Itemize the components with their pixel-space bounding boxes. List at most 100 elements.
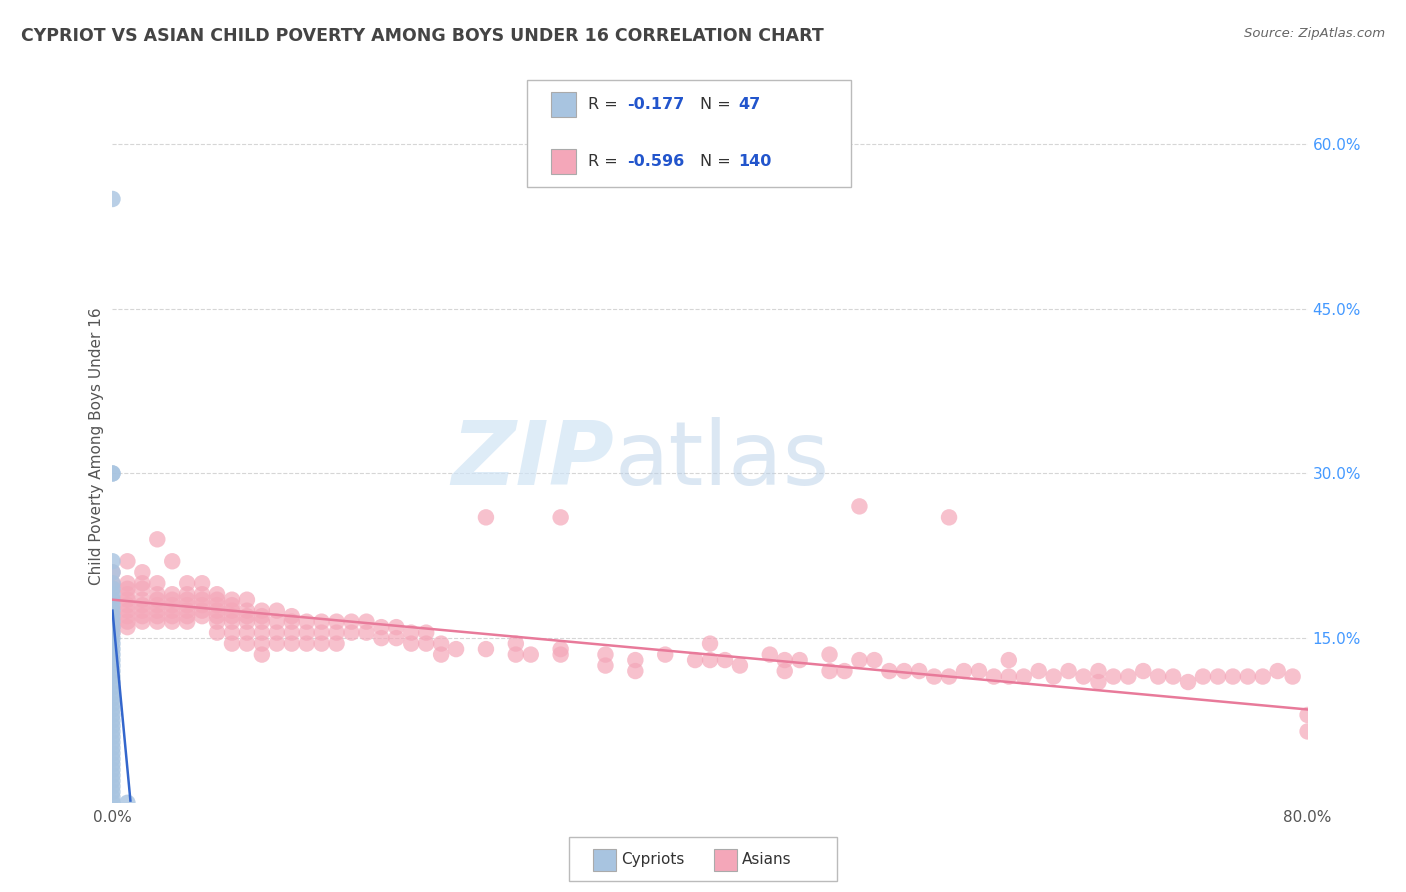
- Text: Source: ZipAtlas.com: Source: ZipAtlas.com: [1244, 27, 1385, 40]
- Point: [221, 609, 243, 624]
- Point: [520, 648, 543, 662]
- Point: [624, 653, 647, 667]
- Point: [101, 724, 124, 739]
- Point: [505, 637, 527, 651]
- Point: [101, 664, 124, 678]
- Point: [131, 609, 153, 624]
- Point: [370, 620, 392, 634]
- Point: [205, 592, 228, 607]
- Point: [101, 598, 124, 612]
- Point: [162, 598, 183, 612]
- Point: [295, 615, 318, 629]
- Point: [146, 615, 169, 629]
- Point: [266, 637, 288, 651]
- Point: [101, 669, 124, 683]
- Point: [101, 708, 124, 723]
- Point: [117, 796, 139, 810]
- Point: [250, 609, 273, 624]
- Point: [236, 625, 259, 640]
- Point: [101, 675, 124, 690]
- Point: [938, 669, 960, 683]
- Point: [401, 625, 423, 640]
- Point: [1237, 669, 1260, 683]
- Point: [117, 576, 139, 591]
- Point: [1087, 664, 1109, 678]
- Point: [101, 592, 124, 607]
- Text: N =: N =: [700, 97, 737, 112]
- Point: [311, 637, 333, 651]
- Point: [101, 576, 124, 591]
- Point: [683, 653, 706, 667]
- Point: [101, 631, 124, 645]
- Point: [699, 653, 721, 667]
- Point: [101, 582, 124, 596]
- Point: [101, 192, 124, 206]
- Text: 47: 47: [738, 97, 761, 112]
- Point: [117, 598, 139, 612]
- Point: [101, 467, 124, 481]
- Point: [281, 615, 304, 629]
- Point: [475, 642, 498, 657]
- Point: [101, 773, 124, 788]
- Text: -0.177: -0.177: [627, 97, 685, 112]
- Point: [101, 796, 124, 810]
- Text: Asians: Asians: [742, 853, 792, 867]
- Point: [101, 790, 124, 805]
- Point: [938, 510, 960, 524]
- Point: [475, 510, 498, 524]
- Point: [131, 592, 153, 607]
- Point: [893, 664, 915, 678]
- Point: [131, 582, 153, 596]
- Point: [205, 598, 228, 612]
- Point: [1012, 669, 1035, 683]
- Point: [1147, 669, 1170, 683]
- Point: [101, 730, 124, 744]
- Y-axis label: Child Poverty Among Boys Under 16: Child Poverty Among Boys Under 16: [89, 307, 104, 585]
- Point: [550, 510, 572, 524]
- Point: [101, 587, 124, 601]
- Point: [101, 625, 124, 640]
- Point: [967, 664, 990, 678]
- Point: [1028, 664, 1050, 678]
- Point: [1102, 669, 1125, 683]
- Point: [101, 763, 124, 777]
- Text: 140: 140: [738, 154, 772, 169]
- Point: [295, 637, 318, 651]
- Point: [728, 658, 751, 673]
- Point: [101, 625, 124, 640]
- Point: [1281, 669, 1303, 683]
- Point: [101, 702, 124, 716]
- Point: [101, 785, 124, 799]
- Point: [624, 664, 647, 678]
- Point: [415, 625, 437, 640]
- Point: [117, 554, 139, 568]
- Point: [191, 598, 214, 612]
- Point: [1296, 708, 1319, 723]
- Point: [444, 642, 467, 657]
- Point: [205, 604, 228, 618]
- Point: [101, 637, 124, 651]
- Point: [176, 615, 198, 629]
- Point: [131, 604, 153, 618]
- Point: [1222, 669, 1244, 683]
- Point: [131, 576, 153, 591]
- Point: [311, 615, 333, 629]
- Point: [146, 598, 169, 612]
- Point: [101, 757, 124, 772]
- Point: [162, 592, 183, 607]
- Point: [250, 604, 273, 618]
- Point: [146, 576, 169, 591]
- Point: [101, 719, 124, 733]
- Point: [1267, 664, 1289, 678]
- Point: [922, 669, 945, 683]
- Point: [101, 642, 124, 657]
- Point: [550, 648, 572, 662]
- Point: [146, 604, 169, 618]
- Point: [281, 625, 304, 640]
- Point: [101, 714, 124, 728]
- Point: [191, 576, 214, 591]
- Point: [131, 615, 153, 629]
- Text: ZIP: ZIP: [451, 417, 614, 504]
- Point: [101, 620, 124, 634]
- Point: [1177, 675, 1199, 690]
